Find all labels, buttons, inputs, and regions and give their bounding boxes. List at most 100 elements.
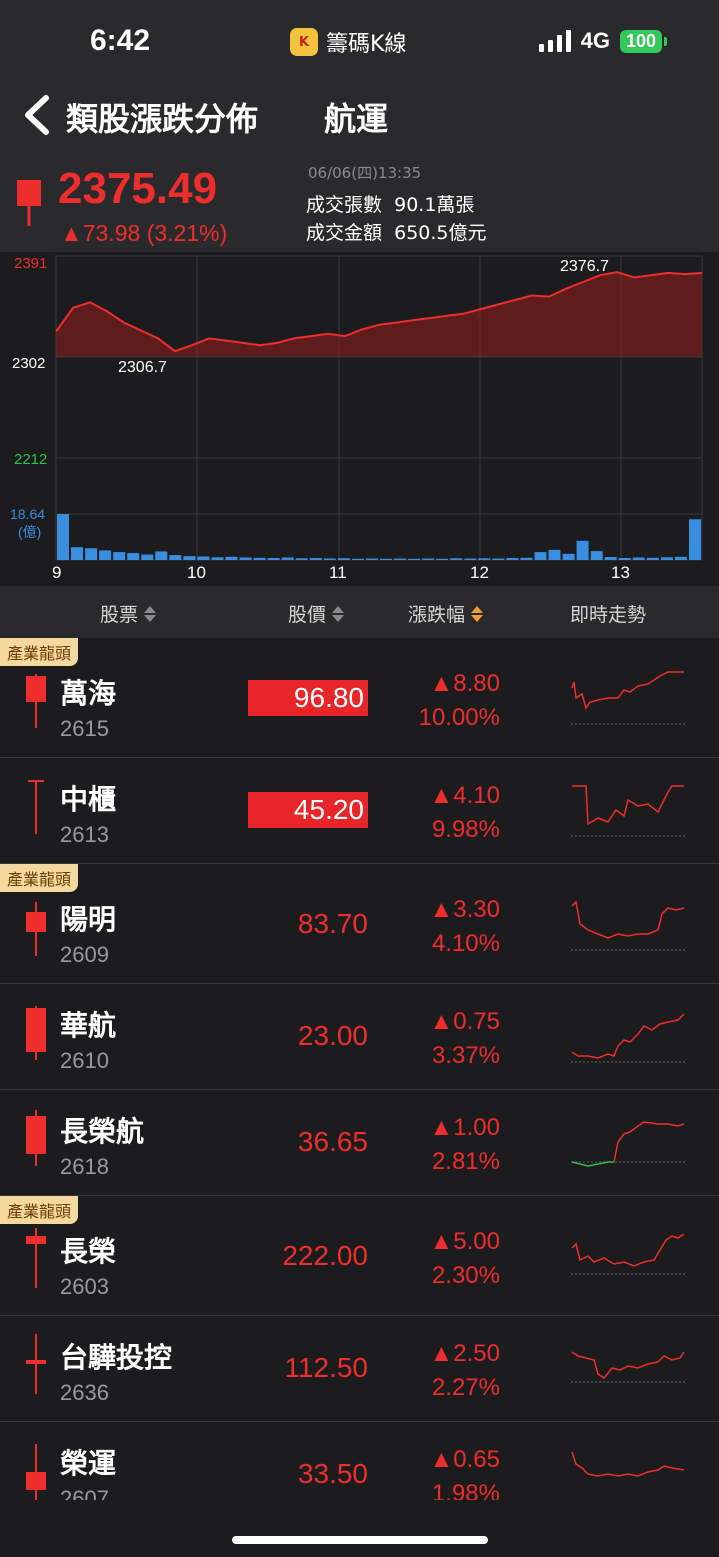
volume-bar [618,558,631,560]
sparkline [571,671,685,725]
volume-bar [660,557,673,560]
price-area [56,272,702,357]
stock-code: 2610 [60,1048,109,1073]
index-quote: 2375.49 ▲73.98 (3.21%) 06/06(四)13:35 成交張… [0,154,719,252]
status-indicators: 4G 100 [538,28,667,54]
stock-name: 長榮 [60,1235,117,1268]
volume-bar [351,558,364,560]
volume-bar [576,540,589,560]
volume-bar [85,548,98,560]
volume-bar [646,557,659,560]
volume-bar [295,558,308,560]
sparkline [571,785,685,837]
volume-bar [422,558,435,560]
volume-bar [604,557,617,560]
sort-active-icon [471,605,484,622]
leader-badge: 產業龍頭 [0,1196,79,1224]
volume-bar [590,551,603,560]
volume-max-label: 18.64 [10,506,45,522]
status-bar: 6:42 K 籌碼K線 4G 100 [0,0,719,80]
volume-bar [394,558,406,560]
stock-price: 33.50 [297,1458,368,1489]
x-tick-label: 11 [329,563,347,582]
volume-bar [239,557,252,560]
low-label: 2306.7 [118,359,167,376]
home-indicator[interactable] [232,1536,488,1544]
candle-icon [26,1334,46,1394]
volume-bar [674,556,687,560]
stock-change-pct: 2.30% [431,1262,500,1289]
stock-change-pct: 3.37% [431,1042,500,1069]
volume-unit-label: (億) [18,524,41,540]
volume-value: 90.1萬張 [394,194,475,216]
volume-bar [197,556,210,560]
stock-change-pct: 10.00% [418,704,500,731]
volume-bar [99,550,112,560]
stock-change: ▲5.00 [429,1228,500,1255]
sparkline [571,1233,685,1275]
sparkline [571,1451,685,1477]
status-app: K 籌碼K線 [290,26,406,58]
stock-row-2615[interactable]: 產業龍頭 萬海 2615 96.80 ▲8.80 10.00% [0,638,719,758]
x-tick-label: 12 [470,563,489,582]
stock-name: 華航 [60,1009,117,1042]
sort-change[interactable]: 漲跌幅 [408,600,484,627]
stock-row-2636[interactable]: 台驊投控 2636 112.50 ▲2.50 2.27% [0,1316,719,1422]
y-label-ref: 2302 [12,355,45,372]
stock-price: 36.65 [297,1126,368,1157]
volume-bar [408,558,421,560]
app-name: 籌碼K線 [326,32,407,57]
stock-row-2613[interactable]: 中櫃 2613 45.20 ▲4.10 9.98% [0,758,719,864]
sort-icon [332,605,345,622]
volume-bar [436,558,449,560]
back-icon[interactable] [20,94,56,136]
sort-icon [144,605,157,622]
stock-name: 陽明 [60,903,117,936]
x-tick-label: 13 [611,563,630,582]
sort-price[interactable]: 股價 [288,600,345,627]
stock-row-2603[interactable]: 產業龍頭 長榮 2603 222.00 ▲5.00 2.30% [0,1196,719,1316]
volume-bar [548,549,561,560]
stock-change-pct: 9.98% [431,816,500,843]
volume-bar [520,557,533,560]
stock-change-pct: 2.27% [431,1374,500,1401]
stock-change: ▲2.50 [429,1340,500,1367]
candle-icon [28,780,44,834]
col-stock-label: 股票 [100,604,139,626]
volume-bar [464,558,477,560]
sparkline [571,1121,685,1167]
sector-name: 航運 [324,100,389,138]
stock-row-2618[interactable]: 長榮航 2618 36.65 ▲1.00 2.81% [0,1090,719,1196]
volume-label: 成交張數 [306,194,383,216]
status-time: 6:42 [90,24,151,57]
col-change-label: 漲跌幅 [408,604,466,626]
stock-code: 2609 [60,942,109,967]
volume-bar [155,551,168,560]
volume-bar [506,558,519,560]
sort-stock[interactable]: 股票 [100,600,157,627]
stock-price: 83.70 [297,908,368,939]
intraday-chart-svg: 2391 2302 2212 18.64 (億) 2376.7 2306.7 9… [10,255,703,582]
intraday-chart[interactable]: 2391 2302 2212 18.64 (億) 2376.7 2306.7 9… [0,252,719,586]
y-label-low: 2212 [14,451,47,468]
stock-name: 長榮航 [60,1115,145,1148]
volume-bar [113,552,126,560]
stock-code: 2615 [60,716,109,741]
list-header: 股票 股價 漲跌幅 即時走勢 [0,586,719,638]
volume-bar [562,553,575,560]
sparkline [571,1013,685,1063]
stock-row-2610[interactable]: 華航 2610 23.00 ▲0.75 3.37% [0,984,719,1090]
signal-icon [538,30,571,52]
stock-price: 23.00 [297,1020,368,1051]
sparkline [571,900,685,951]
candle-icon [26,902,46,956]
home-bar-area [0,1500,719,1557]
volume-bar [450,558,463,560]
stock-row-2609[interactable]: 產業龍頭 陽明 2609 83.70 ▲3.30 4.10% [0,864,719,984]
stock-change-pct: 4.10% [431,930,500,957]
volume-bar [478,558,491,560]
stock-code: 2603 [60,1274,109,1299]
stock-row-2607[interactable]: 榮運 2607 33.50 ▲0.65 1.98% [0,1422,719,1511]
sparkline [571,1351,685,1383]
volume-bar [127,553,140,560]
